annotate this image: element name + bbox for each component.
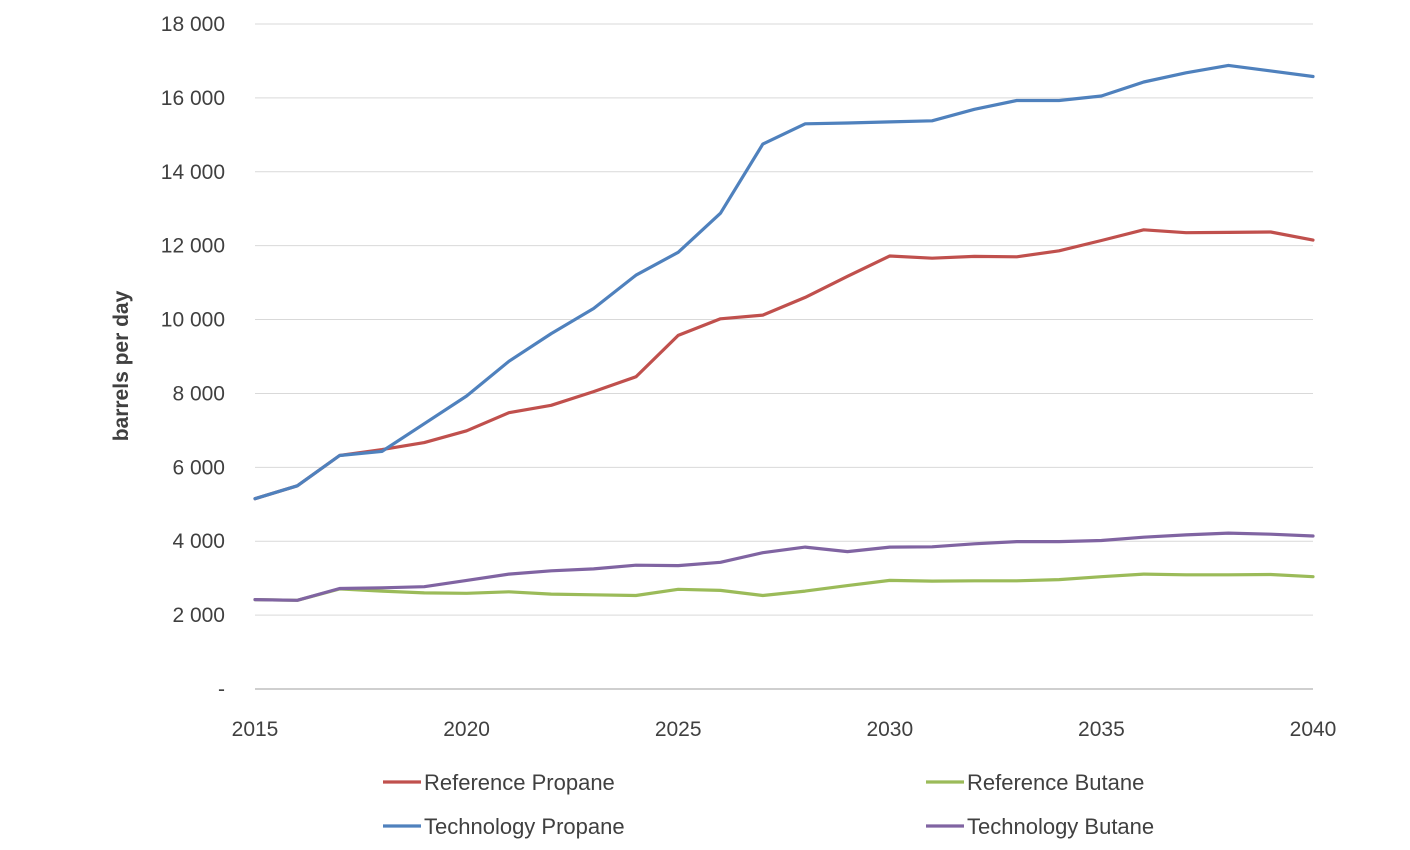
legend-label-technology-propane: Technology Propane bbox=[424, 814, 625, 839]
legend-label-reference-propane: Reference Propane bbox=[424, 770, 615, 795]
y-tick-label: 12 000 bbox=[161, 235, 225, 258]
y-tick-label: 10 000 bbox=[161, 309, 225, 332]
series-line-technology-propane bbox=[253, 63, 1315, 501]
x-axis-tick-labels: 2015 2020 2025 2030 2035 2040 bbox=[232, 718, 1337, 741]
x-tick-label: 2040 bbox=[1290, 718, 1337, 741]
x-tick-label: 2020 bbox=[443, 718, 490, 741]
y-axis-tick-labels: - 2 000 4 000 6 000 8 000 10 000 12 000 14 000 1… bbox=[161, 13, 225, 701]
x-tick-label: 2030 bbox=[866, 718, 913, 741]
y-tick-label: 18 000 bbox=[161, 13, 225, 36]
y-tick-label: 6 000 bbox=[172, 456, 225, 479]
series-line-reference-propane bbox=[253, 228, 1315, 501]
y-tick-label: 14 000 bbox=[161, 161, 225, 184]
y-tick-label: 2 000 bbox=[172, 604, 225, 627]
y-tick-label: 8 000 bbox=[172, 382, 225, 405]
y-tick-label: 4 000 bbox=[172, 530, 225, 553]
x-tick-label: 2015 bbox=[232, 718, 279, 741]
legend-label-reference-butane: Reference Butane bbox=[967, 770, 1144, 795]
x-tick-label: 2035 bbox=[1078, 718, 1125, 741]
gridlines bbox=[255, 23, 1313, 690]
y-tick-label: - bbox=[218, 678, 225, 701]
series-line-reference-butane bbox=[253, 572, 1315, 602]
x-tick-label: 2025 bbox=[655, 718, 702, 741]
legend-label-technology-butane: Technology Butane bbox=[967, 814, 1154, 839]
series-lines bbox=[253, 63, 1315, 602]
y-axis-title: barrels per day bbox=[110, 290, 133, 441]
y-tick-label: 16 000 bbox=[161, 87, 225, 110]
legend: Reference Propane Reference Butane Technol… bbox=[383, 770, 1154, 839]
series-line-technology-butane bbox=[253, 531, 1315, 602]
